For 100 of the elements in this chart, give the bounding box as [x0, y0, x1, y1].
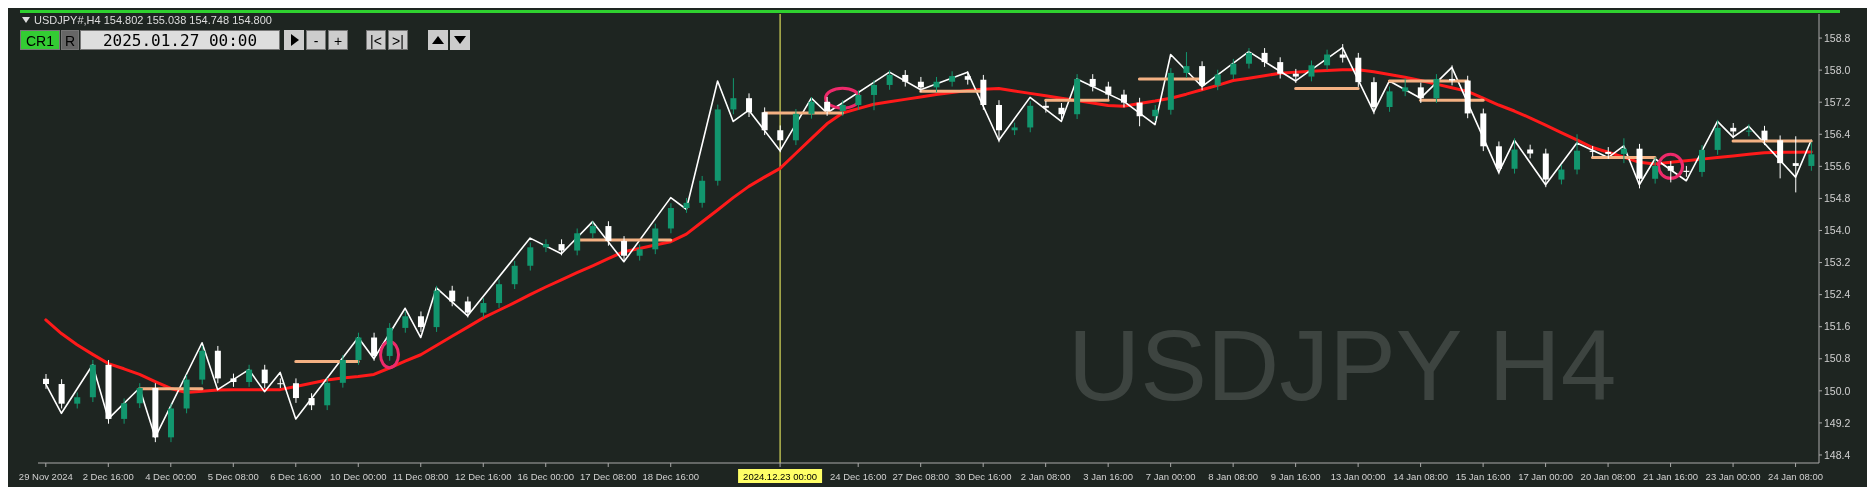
annotation: >| — [388, 30, 408, 50]
candlestick — [871, 79, 878, 111]
candlestick — [136, 382, 143, 409]
candlestick — [746, 92, 753, 118]
candlestick — [246, 364, 253, 388]
candlestick — [1449, 64, 1456, 86]
candlestick — [1433, 73, 1440, 104]
candlestick — [1761, 125, 1768, 146]
candlestick — [527, 242, 534, 272]
candlestick — [1245, 47, 1252, 70]
y-tick-label: 156.4 — [1824, 128, 1851, 140]
candlestick — [464, 296, 471, 318]
y-tick-label: 154.0 — [1824, 224, 1851, 237]
candlestick — [1308, 60, 1315, 82]
candlestick — [121, 397, 128, 425]
candlestick — [1199, 60, 1206, 91]
x-tick-label: 18 Dec 16:00 — [642, 471, 699, 482]
candlestick — [449, 285, 456, 307]
candlestick — [808, 96, 815, 120]
candlestick — [542, 238, 549, 253]
y-tick-label: 149.2 — [1824, 416, 1851, 429]
x-tick-label: 7 Jan 00:00 — [1145, 471, 1196, 482]
candlestick — [261, 364, 268, 389]
candlestick — [1042, 100, 1049, 114]
candlestick — [1230, 58, 1237, 80]
candlestick — [1120, 89, 1127, 108]
candlestick — [58, 378, 65, 409]
x-tick-label: 15 Jan 16:00 — [1455, 471, 1511, 482]
candlestick — [480, 297, 487, 318]
candlestick — [652, 223, 659, 255]
candlestick — [621, 235, 628, 262]
x-tick-label: 17 Jan 00:00 — [1518, 471, 1574, 482]
candlestick — [1511, 137, 1518, 175]
candlestick — [1214, 69, 1221, 91]
candlestick — [324, 377, 331, 411]
candlestick — [824, 96, 831, 117]
x-tick-label: 29 Nov 2024 — [18, 471, 73, 482]
x-tick-label: 20 Jan 08:00 — [1580, 471, 1636, 482]
candlestick — [574, 227, 581, 256]
x-tick-label: 6 Dec 16:00 — [270, 471, 322, 482]
candlestick — [777, 124, 784, 153]
candlestick — [1652, 156, 1659, 185]
candlestick — [417, 310, 424, 333]
candlestick — [667, 202, 674, 234]
annotation: CR1 — [20, 30, 60, 50]
candlestick — [1808, 141, 1815, 172]
y-tick-label: 151.6 — [1824, 320, 1851, 333]
y-tick-label: 154.8 — [1824, 192, 1851, 205]
candlestick — [1745, 123, 1752, 137]
candlestick — [1027, 100, 1034, 133]
candlestick — [339, 354, 346, 389]
annotation: 2025.01.27 00:00 — [80, 30, 280, 50]
candlestick — [1620, 137, 1627, 164]
candlestick — [1792, 135, 1799, 193]
candlestick — [1699, 144, 1706, 178]
annotation: - — [306, 30, 326, 50]
candlestick — [699, 175, 706, 209]
x-tick-label: 24 Jan 08:00 — [1768, 471, 1824, 482]
candlestick — [1402, 77, 1409, 97]
candlestick — [730, 77, 737, 115]
chart-title: USDJPY#,H4 154.802 155.038 154.748 154.800 — [34, 14, 272, 26]
y-tick-label: 158.0 — [1824, 63, 1851, 76]
candlestick — [886, 69, 893, 91]
candlestick — [1558, 164, 1565, 185]
candlestick — [1417, 82, 1424, 104]
candlestick — [402, 310, 409, 334]
x-tick-label: 4 Dec 00:00 — [145, 471, 197, 482]
x-tick-label: 2 Dec 16:00 — [82, 471, 134, 482]
candlestick — [1136, 97, 1143, 127]
x-tick-label: 11 Dec 08:00 — [392, 471, 449, 482]
y-tick-label: 158.8 — [1824, 31, 1851, 44]
candlestick — [355, 332, 362, 366]
x-tick-label: 27 Dec 08:00 — [892, 471, 949, 482]
x-tick-label: 3 Jan 16:00 — [1083, 471, 1133, 482]
candlestick — [949, 70, 956, 88]
x-tick-label: 5 Dec 08:00 — [207, 471, 259, 482]
x-tick-label: 14 Jan 08:00 — [1393, 471, 1449, 482]
x-tick-label: 16 Dec 00:00 — [517, 471, 574, 482]
x-tick-label: 30 Dec 16:00 — [954, 471, 1012, 482]
x-tick-label: 2024.12.23 00:00 — [743, 471, 818, 482]
x-tick-label: 24 Dec 16:00 — [829, 471, 887, 482]
y-tick-label: 155.6 — [1824, 160, 1851, 173]
x-tick-label: 17 Dec 08:00 — [579, 471, 637, 482]
candlestick — [1277, 56, 1284, 80]
candlestick — [511, 260, 518, 290]
candlestick — [371, 332, 378, 362]
x-tick-label: 23 Jan 00:00 — [1705, 471, 1761, 482]
y-tick-label: 153.2 — [1824, 256, 1851, 269]
y-tick-label: 148.4 — [1824, 448, 1851, 461]
candlestick — [1574, 133, 1581, 175]
x-tick-label: 13 Jan 00:00 — [1330, 471, 1386, 482]
y-tick-label: 152.4 — [1824, 288, 1851, 301]
y-tick-label: 150.0 — [1824, 384, 1851, 397]
candlestick — [1183, 51, 1190, 79]
annotation: |< — [366, 30, 386, 50]
candlestick — [496, 278, 503, 309]
y-tick-label: 150.8 — [1824, 352, 1851, 365]
x-tick-label: 10 Dec 00:00 — [330, 471, 387, 482]
x-tick-label: 9 Jan 16:00 — [1270, 471, 1321, 482]
annotation: + — [328, 30, 348, 50]
